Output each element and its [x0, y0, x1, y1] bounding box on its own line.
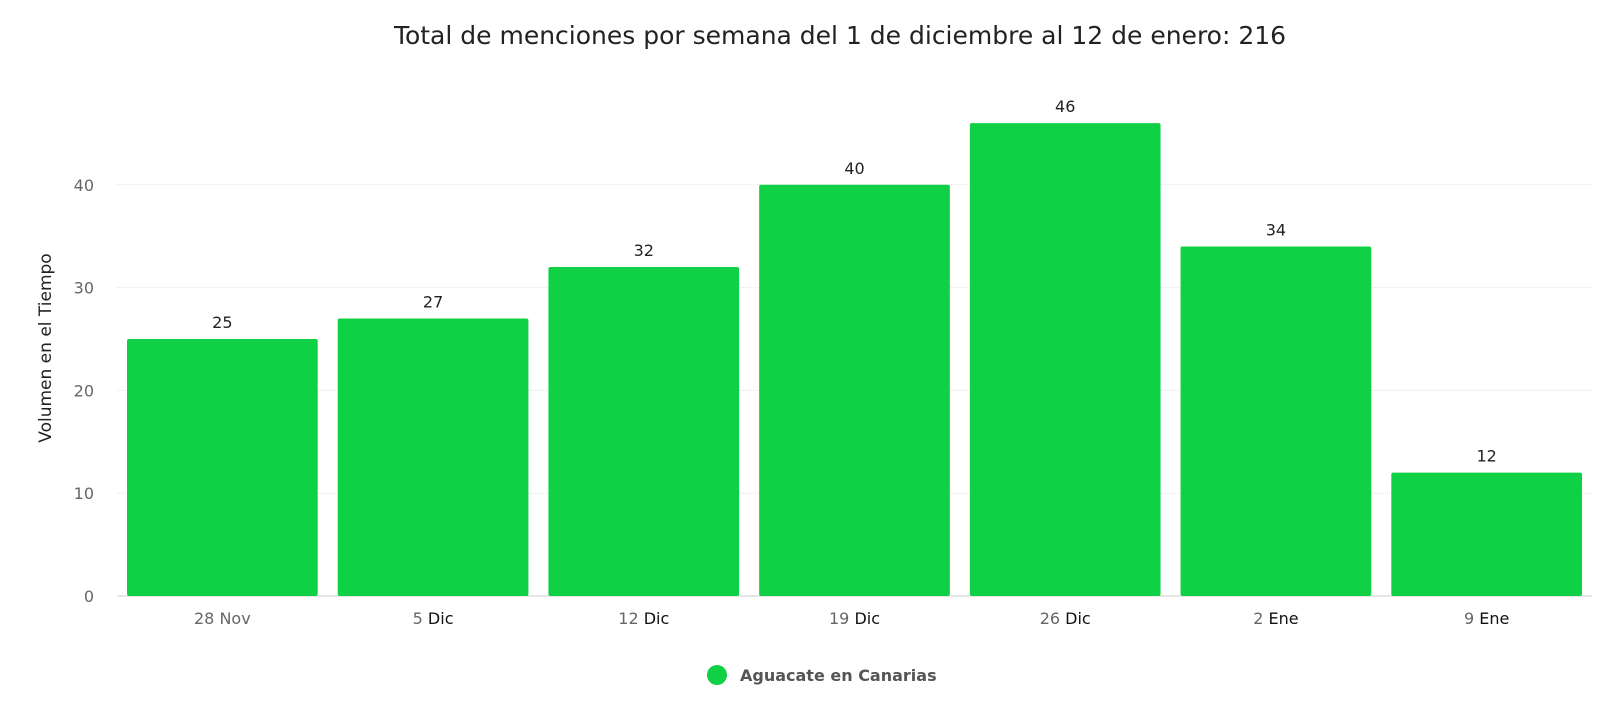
data-label: 34: [1266, 220, 1286, 239]
y-tick-label: 20: [74, 381, 94, 400]
x-axis: 28 Nov 5 Dic 12 Dic 19 Dic 26 Dic 2 Ene 9 Ene: [194, 609, 1509, 628]
x-tick-label: 19 Dic: [829, 609, 880, 628]
y-axis-title: Volumen en el Tiempo: [36, 253, 56, 442]
legend[interactable]: Aguacate en Canarias: [707, 665, 937, 685]
y-axis: 0 10 20 30 40: [74, 176, 94, 606]
bar[interactable]: [548, 267, 740, 596]
x-tick-label: 9 Ene: [1464, 609, 1509, 628]
y-tick-label: 10: [74, 484, 94, 503]
data-label: 25: [212, 313, 232, 332]
x-tick-label: 28 Nov: [194, 609, 251, 628]
x-tick-label: 26 Dic: [1040, 609, 1091, 628]
data-label: 27: [423, 292, 443, 311]
legend-label: Aguacate en Canarias: [740, 666, 937, 685]
x-tick-label: 5 Dic: [413, 609, 454, 628]
legend-swatch: [707, 665, 727, 685]
chart-title: Total de menciones por semana del 1 de d…: [393, 21, 1286, 50]
bar[interactable]: [127, 339, 318, 596]
data-label: 46: [1055, 97, 1075, 116]
bar[interactable]: [759, 184, 950, 597]
y-tick-label: 0: [84, 587, 94, 606]
bar[interactable]: [337, 318, 529, 596]
x-tick-label: 12 Dic: [618, 609, 669, 628]
bar[interactable]: [1391, 472, 1582, 596]
data-label: 32: [634, 241, 654, 260]
data-label: 40: [844, 159, 864, 178]
y-tick-label: 40: [74, 176, 94, 195]
bars: [127, 123, 1582, 597]
data-labels: 25 27 32 40 46 34 12: [212, 97, 1497, 466]
y-tick-label: 30: [74, 279, 94, 298]
bar[interactable]: [1180, 246, 1372, 597]
bar[interactable]: [969, 123, 1161, 597]
x-tick-label: 2 Ene: [1253, 609, 1298, 628]
data-label: 12: [1476, 447, 1496, 466]
